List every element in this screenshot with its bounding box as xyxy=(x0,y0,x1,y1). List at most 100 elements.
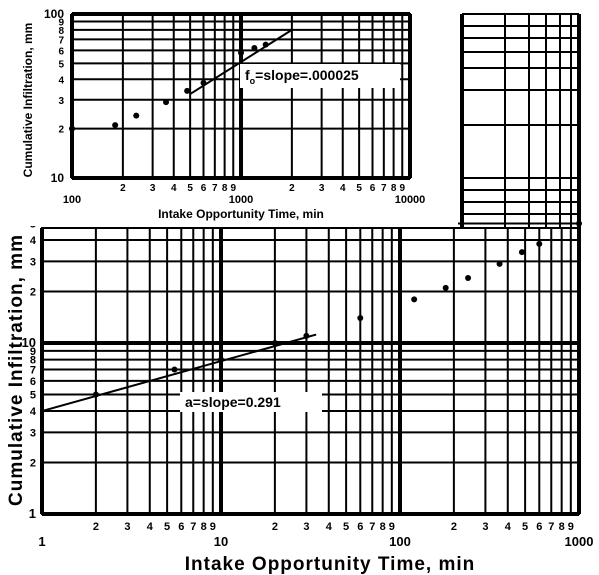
inset-data-point xyxy=(133,112,140,119)
main-data-point xyxy=(218,356,224,363)
main-y-tick-label: 2 xyxy=(30,287,36,299)
inset-annotation-box xyxy=(240,64,400,88)
main-x-tick-label: 2 xyxy=(272,521,278,533)
inset-x-axis-label: Intake Opportunity Time, min xyxy=(158,207,324,221)
inset-plot-frame xyxy=(71,13,411,179)
main-data-point xyxy=(357,315,364,322)
inset-x-tick-label: 100 xyxy=(63,194,81,206)
main-x-tick-label: 9 xyxy=(210,521,216,533)
main-y-tick-label: 7 xyxy=(30,364,36,376)
main-y-tick-label: 1 xyxy=(29,506,36,521)
inset-x-tick-label: 5 xyxy=(187,183,193,194)
main-data-point xyxy=(536,240,543,247)
main-x-tick-label: 5 xyxy=(522,521,528,533)
main-x-tick-label: 7 xyxy=(190,521,196,533)
main-data-point xyxy=(576,220,582,227)
inset-annotation-rest: =slope=.000025 xyxy=(255,67,359,83)
inset-y-axis-label: Cumulative Infiltration, mm xyxy=(21,23,35,178)
main-x-tick-label: 9 xyxy=(568,521,574,533)
main-data-point xyxy=(303,332,310,339)
main-x-tick-label: 5 xyxy=(164,521,170,533)
main-x-tick-label: 3 xyxy=(482,521,488,533)
main-x-tick-label: 7 xyxy=(369,521,375,533)
inset-data-point xyxy=(262,41,269,48)
main-x-tick-label: 8 xyxy=(380,521,386,533)
main-x-tick-label: 6 xyxy=(357,521,363,533)
main-y-tick-label: 4 xyxy=(30,406,37,418)
main-y-axis-label: Cumulative Infiltration, mm xyxy=(6,234,27,506)
main-fit-line xyxy=(41,333,317,413)
main-x-tick-label: 9 xyxy=(389,521,395,533)
inset-data-layer xyxy=(69,29,293,132)
main-annotation: a=slope=0.291 xyxy=(185,394,281,410)
inset-x-tick-label: 3 xyxy=(150,183,156,194)
main-x-tick-label: 2 xyxy=(93,521,99,533)
main-y-tick-label: 3 xyxy=(30,427,36,439)
main-y-tick-label: 10 xyxy=(22,335,36,350)
inset-x-tick-label: 9 xyxy=(230,183,236,194)
inset-data-point xyxy=(163,99,170,106)
inset-x-tick-label: 2 xyxy=(120,183,126,194)
main-y-tick-label: 2 xyxy=(30,458,36,470)
main-x-tick-label: 4 xyxy=(147,521,154,533)
inset-y-tick-label: 100 xyxy=(44,7,64,21)
inset-x-tick-label: 1000 xyxy=(229,194,253,206)
inset-x-tick-label: 5 xyxy=(356,183,362,194)
main-y-tick-label: 6 xyxy=(30,376,36,388)
main-x-tick-label: 100 xyxy=(389,534,411,549)
inset-data-point xyxy=(238,49,244,56)
main-x-tick-label: 4 xyxy=(505,521,512,533)
main-x-axis-label: Intake Opportunity Time, min xyxy=(185,554,476,575)
main-data-point xyxy=(171,366,178,373)
main-x-tick-label: 2 xyxy=(451,521,457,533)
inset-y-tick-label: 5 xyxy=(58,59,64,70)
main-data-point xyxy=(92,391,99,398)
main-x-tick-label: 4 xyxy=(326,521,333,533)
main-data-point xyxy=(465,274,472,281)
inset-x-tick-label: 2 xyxy=(289,183,295,194)
inset-background xyxy=(0,0,458,226)
inset-x-tick-label: 10000 xyxy=(395,194,426,206)
main-data-layer xyxy=(41,220,582,413)
main-plot-frame xyxy=(41,227,580,515)
main-x-tick-label: 1 xyxy=(38,534,45,549)
inset-annotation-sub: o xyxy=(250,76,256,86)
main-data-point xyxy=(411,296,418,303)
inset-x-tick-label: 8 xyxy=(391,183,397,194)
main-x-tick-label: 8 xyxy=(201,521,207,533)
inset-annotation: fo=slope=.000025 xyxy=(245,67,359,86)
inset-y-tick-label: 9 xyxy=(58,18,64,29)
inset-y-tick-label: 8 xyxy=(58,26,64,37)
main-data-point xyxy=(496,260,503,267)
main-x-tick-label: 8 xyxy=(559,521,565,533)
inset-y-tick-label: 2 xyxy=(58,125,64,136)
inset-x-tick-label: 4 xyxy=(340,183,346,194)
inset-y-tick-label: 3 xyxy=(58,96,64,107)
main-y-tick-label: 4 xyxy=(30,235,37,247)
main-data-point xyxy=(518,249,525,256)
main-x-tick-label: 5 xyxy=(343,521,349,533)
inset-data-point xyxy=(184,87,191,94)
main-y-tick-label: 5 xyxy=(30,389,36,401)
inset-x-tick-label: 4 xyxy=(171,183,177,194)
main-x-tick-label: 6 xyxy=(178,521,184,533)
main-x-tick-label: 7 xyxy=(548,521,554,533)
inset-y-tick-label: 10 xyxy=(51,171,65,185)
main-annotation-box xyxy=(180,392,322,412)
inset-fit-line xyxy=(189,29,293,95)
inset-y-tick-label: 4 xyxy=(58,75,64,86)
inset-annotation-prefix: f xyxy=(245,67,250,83)
inset-x-tick-label: 3 xyxy=(319,183,325,194)
main-x-tick-label: 10 xyxy=(214,534,228,549)
main-x-tick-label: 3 xyxy=(303,521,309,533)
inset-data-point xyxy=(112,122,119,129)
top-right-grid-strip xyxy=(460,13,581,228)
main-data-point xyxy=(271,340,278,346)
inset-x-tick-label: 8 xyxy=(222,183,228,194)
inset-x-tick-label: 6 xyxy=(201,183,207,194)
inset-x-tick-label: 7 xyxy=(212,183,218,194)
inset-y-tick-label: 7 xyxy=(58,35,64,46)
main-y-tick-label: 8 xyxy=(30,355,36,367)
